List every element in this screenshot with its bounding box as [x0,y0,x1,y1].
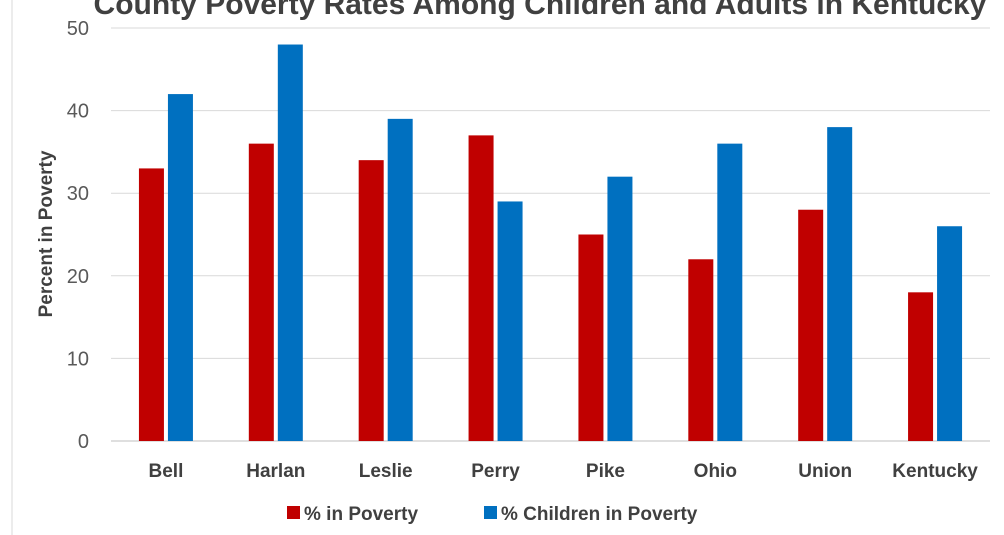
bar-perry-poverty [468,135,494,441]
legend-label: % in Poverty [304,504,418,525]
bar-bell-poverty [138,168,164,442]
y-tick-label: 50 [67,18,89,40]
x-category-label: Harlan [246,461,305,482]
chart-title: County Poverty Rates Among Children and … [94,0,987,21]
x-category-label: Pike [586,461,625,482]
legend: % in Poverty % Children in Poverty [287,504,698,525]
gridlines [111,27,990,442]
legend-label: % Children in Poverty [501,504,698,525]
legend-swatch [484,506,497,519]
y-tick-label: 40 [67,101,89,123]
bar-ohio-poverty [688,259,714,441]
bar-harlan-children-poverty [277,44,303,442]
x-category-label: Bell [149,461,184,482]
x-axis-categories: Bell Harlan Leslie Perry Pike Ohio Union Kentuc… [149,461,979,482]
bar-union-poverty [798,209,824,441]
y-axis-ticks: 0 10 20 30 40 50 [67,18,89,453]
y-tick-label: 10 [67,348,89,370]
y-tick-label: 0 [78,431,89,453]
bar-leslie-poverty [358,160,384,441]
bar-bell-children-poverty [167,94,193,441]
bar-pike-children-poverty [607,176,633,441]
bar-leslie-children-poverty [387,118,413,442]
legend-swatch [287,506,300,519]
y-tick-label: 30 [67,183,89,205]
bar-ohio-children-poverty [717,143,743,441]
bar-kentucky-poverty [908,292,934,441]
x-category-label: Ohio [694,461,737,482]
bars [138,44,963,442]
bar-union-children-poverty [827,127,853,442]
bar-kentucky-children-poverty [937,226,963,441]
x-category-label: Kentucky [892,461,978,482]
bar-perry-children-poverty [497,201,523,441]
bar-harlan-poverty [248,143,274,441]
x-category-label: Leslie [359,461,413,482]
x-category-label: Perry [471,461,520,482]
y-tick-label: 20 [67,266,89,288]
x-category-label: Union [798,461,852,482]
bar-pike-poverty [578,234,604,441]
y-axis-title: Percent in Poverty [36,150,57,317]
